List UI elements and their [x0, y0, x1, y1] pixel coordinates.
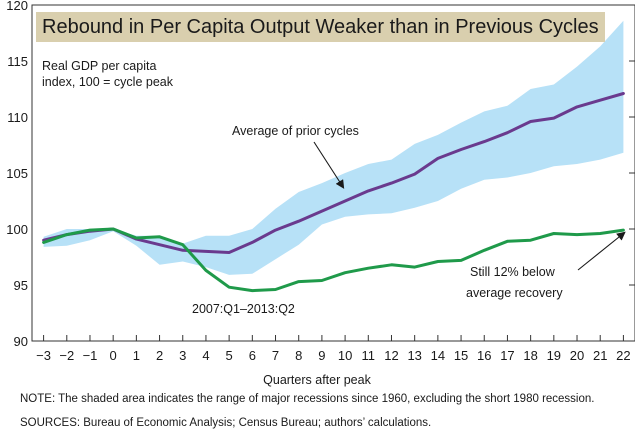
x-tick-label: −1 [83, 348, 98, 363]
x-tick-label: 20 [570, 348, 584, 363]
x-tick-label: 21 [593, 348, 607, 363]
x-tick-label: 1 [133, 348, 140, 363]
x-tick-label: 2 [156, 348, 163, 363]
x-tick-label: −3 [36, 348, 51, 363]
x-tick-label: 7 [272, 348, 279, 363]
chart-note: NOTE: The shaded area indicates the rang… [20, 393, 595, 405]
y-tick-label: 115 [7, 54, 28, 69]
x-tick-label: 9 [318, 348, 325, 363]
plot-frame [31, 4, 635, 342]
x-axis: −3 −2 −1 0 1 2 3 4 5 6 7 8 9 10 11 12 13 14 15 16 17 18 19 20 21… [36, 335, 631, 363]
y-axis-label-line2: index, 100 = cycle peak [42, 75, 174, 89]
y-tick-label: 120 [6, 0, 28, 13]
y-tick-label: 95 [14, 278, 28, 293]
annotation-average-arrow [313, 141, 345, 189]
chart-sources: SOURCES: Bureau of Economic Analysis; Ce… [20, 417, 432, 429]
x-tick-label: 14 [431, 348, 445, 363]
x-tick-label: 19 [547, 348, 561, 363]
x-tick-label: 10 [338, 348, 352, 363]
x-tick-label: 5 [226, 348, 233, 363]
x-tick-label: 6 [249, 348, 256, 363]
x-tick-label: 18 [523, 348, 537, 363]
annotation-recovery-line1: Still 12% below [470, 265, 556, 279]
annotation-recovery-line2: average recovery [466, 286, 563, 300]
range-band-layer [43, 20, 624, 275]
x-tick-label: 0 [110, 348, 117, 363]
y-axis-label-line1: Real GDP per capita [42, 59, 156, 73]
x-tick-label: 4 [202, 348, 209, 363]
x-tick-label: 17 [500, 348, 514, 363]
series-line-0 [42, 92, 625, 254]
y-tick-label: 105 [6, 166, 28, 181]
y-tick-label: 90 [14, 334, 28, 349]
x-tick-label: 13 [407, 348, 421, 363]
y-tick-label: 110 [7, 110, 28, 125]
x-tick-label: 11 [362, 348, 376, 363]
range-band [43, 20, 624, 275]
x-tick-label: 8 [295, 348, 302, 363]
annotation-period-label: 2007:Q1–2013:Q2 [192, 302, 295, 316]
series-line-1 [42, 227, 625, 293]
y-axis: 90 95 100 105 110 115 120 [6, 0, 635, 349]
series-layer [42, 92, 625, 293]
annotation-recovery-arrow [577, 231, 626, 271]
annotation-average-label: Average of prior cycles [232, 124, 359, 138]
x-tick-label: 15 [454, 348, 468, 363]
x-axis-label: Quarters after peak [263, 373, 371, 387]
chart-title: Rebound in Per Capita Output Weaker than… [36, 12, 605, 42]
x-tick-label: 16 [477, 348, 491, 363]
y-tick-label: 100 [6, 222, 28, 237]
x-tick-label: 12 [384, 348, 398, 363]
x-tick-label: −2 [59, 348, 74, 363]
x-tick-label: 22 [616, 348, 630, 363]
x-tick-label: 3 [179, 348, 186, 363]
